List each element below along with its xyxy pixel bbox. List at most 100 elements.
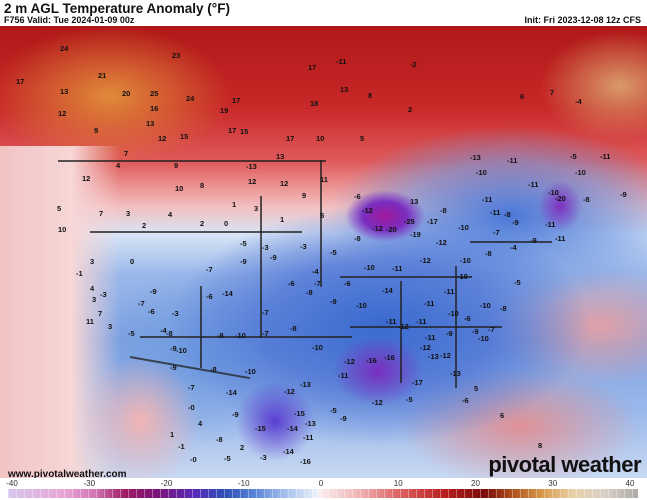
anomaly-value-label: -12 — [344, 357, 355, 366]
baja-warm-region — [80, 356, 200, 478]
anomaly-value-label: -11 — [424, 299, 435, 308]
anomaly-value-label: 8 — [538, 441, 543, 450]
anomaly-value-label: 12 — [82, 174, 91, 183]
anomaly-value-label: -4 — [160, 326, 167, 335]
anomaly-value-label: 8 — [368, 91, 373, 100]
legend-tick-label: 10 — [393, 479, 403, 488]
anomaly-value-label: -19 — [410, 230, 421, 239]
anomaly-value-label: 13 — [60, 87, 69, 96]
anomaly-value-label: -14 — [287, 424, 298, 433]
anomaly-value-label: 5 — [360, 134, 365, 143]
anomaly-value-label: 3 — [126, 209, 131, 218]
anomaly-value-label: 3 — [90, 257, 95, 266]
anomaly-value-label: -8 — [290, 324, 297, 333]
anomaly-value-label: -8 — [306, 288, 313, 297]
anomaly-value-label: 13 — [276, 152, 285, 161]
state-line-2 — [200, 286, 202, 368]
legend-tick-label: 30 — [548, 479, 558, 488]
anomaly-value-label: -10 — [548, 188, 559, 197]
anomaly-value-label: -0 — [190, 455, 197, 464]
anomaly-value-label: -13 — [428, 352, 439, 361]
anomaly-value-label: 4 — [198, 419, 203, 428]
anomaly-value-label: 13 — [340, 85, 349, 94]
anomaly-value-label: -15 — [255, 424, 266, 433]
anomaly-value-label: -11 — [528, 180, 539, 189]
anomaly-value-label: -10 — [458, 223, 469, 232]
anomaly-value-label: 0 — [130, 257, 135, 266]
anomaly-value-label: -12 — [398, 322, 409, 331]
anomaly-value-label: 0 — [224, 219, 229, 228]
state-line-9 — [455, 266, 457, 388]
anomaly-value-label: -10 — [575, 168, 586, 177]
anomaly-value-label: -8 — [216, 435, 223, 444]
anomaly-value-label: 12 — [58, 109, 67, 118]
anomaly-value-label: -8 — [500, 304, 507, 313]
anomaly-value-label: -10 — [478, 334, 489, 343]
anomaly-value-label: -5 — [514, 278, 521, 287]
legend-ticks: -40 -30 -20 -10 0 10 20 30 40 — [0, 478, 647, 488]
anomaly-value-label: -12 — [436, 238, 447, 247]
anomaly-value-label: -6 — [354, 192, 361, 201]
anomaly-value-label: 4 — [116, 161, 121, 170]
anomaly-value-label: -11 — [545, 220, 556, 229]
anomaly-value-label: 15 — [240, 127, 249, 136]
anomaly-value-label: -14 — [283, 447, 294, 456]
anomaly-value-label: -8 — [583, 195, 590, 204]
anomaly-value-label: -16 — [384, 353, 395, 362]
anomaly-value-label: -10 — [476, 168, 487, 177]
anomaly-value-label: 13 — [146, 119, 155, 128]
anomaly-value-label: -12 — [440, 351, 451, 360]
anomaly-value-label: -16 — [366, 356, 377, 365]
anomaly-value-label: -3 — [300, 242, 307, 251]
anomaly-value-label: -16 — [300, 457, 311, 466]
anomaly-value-label: 5 — [320, 211, 325, 220]
anomaly-value-label: -10 — [457, 272, 468, 281]
anomaly-value-label: -6 — [148, 307, 155, 316]
temperature-anomaly-map: 24 23 21 20 25 24 17 13 12 16 13 9 12 15 17 17 19 15 17 -11… — [0, 26, 647, 478]
anomaly-value-label: 3 — [108, 322, 113, 331]
anomaly-value-label: -6 — [464, 314, 471, 323]
anomaly-value-label: 9 — [174, 161, 179, 170]
anomaly-value-label: -12 — [362, 206, 373, 215]
anomaly-value-label: -13 — [450, 369, 461, 378]
color-legend: -40 -30 -20 -10 0 10 20 30 40 — [0, 478, 647, 500]
anomaly-value-label: 17 — [228, 126, 237, 135]
anomaly-value-label: -11 — [386, 317, 397, 326]
anomaly-value-label: -9 — [340, 414, 347, 423]
anomaly-value-label: -3 — [262, 243, 269, 252]
anomaly-value-label: -13 — [300, 380, 311, 389]
anomaly-value-label: 6 — [520, 92, 525, 101]
legend-grid — [8, 489, 638, 498]
anomaly-value-label: -12 — [372, 398, 383, 407]
anomaly-value-label: 10 — [175, 184, 184, 193]
anomaly-value-label: -8 — [166, 329, 173, 338]
anomaly-value-label: -9 — [150, 287, 157, 296]
anomaly-value-label: -9 — [232, 410, 239, 419]
legend-tick-label: 0 — [318, 479, 324, 488]
anomaly-value-label: -7 — [493, 228, 500, 237]
anomaly-value-label: -5 — [330, 248, 337, 257]
anomaly-value-label: -15 — [294, 409, 305, 418]
state-line-8 — [400, 281, 402, 383]
anomaly-value-label: -4 — [575, 97, 582, 106]
anomaly-value-label: -8 — [440, 206, 447, 215]
anomaly-value-label: 1 — [232, 200, 237, 209]
anomaly-value-label: 5 — [57, 204, 62, 213]
anomaly-value-label: -8 — [354, 234, 361, 243]
anomaly-value-label: -11 — [416, 317, 427, 326]
anomaly-value-label: -9 — [240, 257, 247, 266]
anomaly-value-label: -1 — [178, 442, 185, 451]
anomaly-value-label: -7 — [488, 325, 495, 334]
anomaly-value-label: -12 — [284, 387, 295, 396]
legend-tick-label: 40 — [625, 479, 635, 488]
anomaly-value-label: 1 — [280, 215, 285, 224]
anomaly-value-label: -10 — [448, 309, 459, 318]
anomaly-value-label: 16 — [150, 104, 159, 113]
anomaly-value-label: -14 — [226, 388, 237, 397]
anomaly-value-label: -3 — [100, 290, 107, 299]
anomaly-value-label: -11 — [507, 156, 518, 165]
anomaly-value-label: 2 — [240, 443, 245, 452]
anomaly-value-label: -8 — [217, 331, 224, 340]
anomaly-value-label: 9 — [302, 191, 307, 200]
anomaly-value-label: 18 — [310, 99, 319, 108]
